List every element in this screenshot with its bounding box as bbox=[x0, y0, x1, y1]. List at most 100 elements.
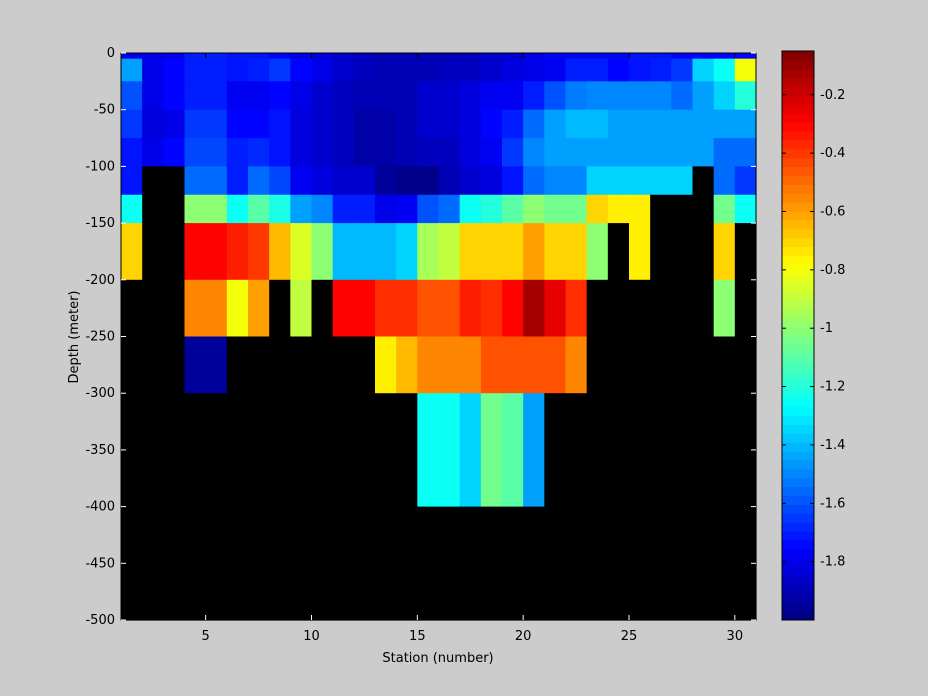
heatmap-cell bbox=[205, 109, 228, 139]
heatmap-cell bbox=[332, 506, 355, 621]
heatmap-cell bbox=[205, 393, 228, 508]
heatmap-cell bbox=[671, 506, 694, 621]
heatmap-cell bbox=[713, 138, 736, 167]
heatmap-cell bbox=[565, 109, 588, 139]
heatmap-cell bbox=[269, 138, 291, 167]
heatmap-cell bbox=[607, 109, 630, 139]
heatmap-cell bbox=[544, 81, 567, 111]
heatmap-cell bbox=[269, 58, 291, 82]
heatmap-cell bbox=[523, 81, 545, 111]
heatmap-cell bbox=[480, 279, 503, 338]
heatmap-cell bbox=[353, 393, 376, 508]
heatmap-cell bbox=[311, 506, 334, 621]
y-tick-label: -300 bbox=[85, 386, 115, 401]
heatmap-cell bbox=[417, 194, 440, 224]
heatmap-cell bbox=[523, 336, 545, 394]
heatmap-cell bbox=[248, 109, 270, 139]
heatmap-cell bbox=[692, 53, 715, 60]
heatmap-cell bbox=[396, 336, 418, 394]
heatmap-cell bbox=[480, 166, 503, 196]
y-tick-label: -250 bbox=[85, 330, 115, 345]
heatmap-cell bbox=[290, 393, 313, 508]
heatmap-cell bbox=[438, 336, 461, 394]
y-tick-label: -450 bbox=[85, 556, 115, 571]
heatmap-cell bbox=[121, 166, 143, 196]
heatmap-cell bbox=[629, 194, 651, 224]
colorbar-tick-label: -0.2 bbox=[820, 88, 845, 103]
heatmap-cell bbox=[692, 279, 715, 338]
heatmap-cell bbox=[650, 109, 672, 139]
heatmap-cell bbox=[205, 506, 228, 621]
colorbar-swatch bbox=[782, 397, 814, 408]
colorbar-tick-label: -1.8 bbox=[820, 555, 845, 570]
colorbar-swatch bbox=[782, 433, 814, 443]
heatmap-cell bbox=[121, 53, 143, 60]
heatmap-cell bbox=[629, 109, 651, 139]
heatmap-cell bbox=[629, 58, 651, 82]
heatmap-cell bbox=[290, 81, 313, 111]
colorbar-swatch bbox=[782, 166, 814, 176]
heatmap-cell bbox=[396, 223, 418, 281]
heatmap-cell bbox=[692, 81, 715, 111]
heatmap-cell bbox=[650, 138, 672, 167]
heatmap-cell bbox=[544, 109, 567, 139]
colorbar-swatch bbox=[782, 184, 814, 194]
heatmap-cell bbox=[734, 506, 757, 621]
heatmap-cell bbox=[396, 81, 418, 111]
y-tick-label: -350 bbox=[85, 443, 115, 458]
heatmap-cell bbox=[629, 166, 651, 196]
heatmap-cell bbox=[375, 393, 397, 508]
x-tick-label: 25 bbox=[621, 629, 638, 644]
heatmap-cell bbox=[311, 81, 334, 111]
heatmap-cell bbox=[459, 194, 482, 224]
heatmap-cell bbox=[226, 279, 249, 338]
heatmap-cell bbox=[163, 58, 186, 82]
heatmap-cell bbox=[163, 81, 186, 111]
colorbar-swatch bbox=[782, 406, 814, 417]
heatmap-cell bbox=[184, 58, 207, 82]
heatmap-cell bbox=[121, 506, 143, 621]
heatmap-cell bbox=[248, 393, 270, 508]
heatmap-cell bbox=[438, 81, 461, 111]
heatmap-cell bbox=[121, 109, 143, 139]
colorbar-swatch bbox=[782, 246, 814, 256]
heatmap-cell bbox=[671, 138, 694, 167]
heatmap-cell bbox=[311, 58, 334, 82]
heatmap-cell bbox=[311, 194, 334, 224]
heatmap-cell bbox=[459, 166, 482, 196]
heatmap-cell bbox=[671, 223, 694, 281]
colorbar-swatch bbox=[782, 522, 814, 532]
heatmap-cell bbox=[544, 194, 567, 224]
heatmap-cell bbox=[121, 223, 143, 281]
heatmap-cell bbox=[375, 58, 397, 82]
colorbar-swatch bbox=[782, 308, 814, 319]
heatmap-cell bbox=[184, 53, 207, 60]
heatmap-cell bbox=[438, 58, 461, 82]
heatmap-cell bbox=[734, 194, 757, 224]
x-tick-label: 10 bbox=[303, 629, 320, 644]
y-axis-label: Depth (meter) bbox=[67, 291, 82, 384]
colorbar-swatch bbox=[782, 59, 814, 70]
heatmap-cell bbox=[226, 506, 249, 621]
heatmap-cell bbox=[671, 58, 694, 82]
heatmap-cell bbox=[544, 336, 567, 394]
colorbar-swatch bbox=[782, 211, 814, 221]
heatmap-cell bbox=[375, 506, 397, 621]
heatmap-cell bbox=[713, 81, 736, 111]
heatmap-cell bbox=[163, 223, 186, 281]
heatmap-cell bbox=[332, 138, 355, 167]
colorbar-tick-label: -1.4 bbox=[820, 438, 845, 453]
heatmap-cell bbox=[544, 506, 567, 621]
heatmap-cell bbox=[269, 109, 291, 139]
heatmap-cell bbox=[502, 81, 524, 111]
heatmap-cell bbox=[607, 138, 630, 167]
colorbar-swatch bbox=[782, 282, 814, 292]
heatmap-cell bbox=[290, 58, 313, 82]
heatmap-cell bbox=[565, 393, 588, 508]
y-tick-label: -50 bbox=[94, 103, 115, 118]
heatmap-cell bbox=[523, 393, 545, 508]
heatmap-cell bbox=[290, 279, 313, 338]
colorbar-swatch bbox=[782, 68, 814, 79]
heatmap-cell bbox=[502, 393, 524, 508]
heatmap-cell bbox=[565, 58, 588, 82]
